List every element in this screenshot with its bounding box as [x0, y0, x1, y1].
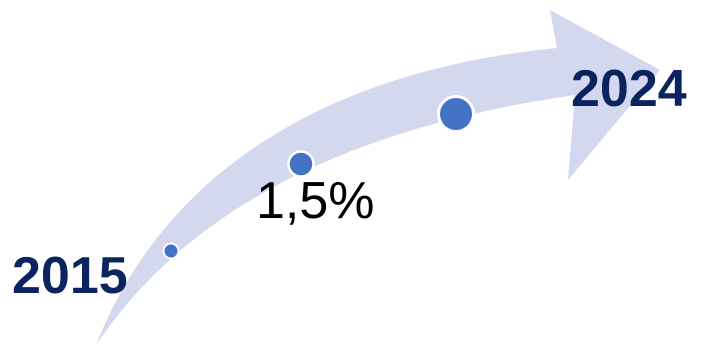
- end-year-label: 2024: [571, 60, 687, 118]
- growth-value-label: 1,5%: [256, 172, 375, 230]
- end-marker: [437, 95, 475, 133]
- middle-marker: [287, 150, 315, 178]
- start-year-label: 2015: [12, 247, 128, 305]
- start-marker: [162, 242, 180, 260]
- growth-arrow: [96, 10, 660, 345]
